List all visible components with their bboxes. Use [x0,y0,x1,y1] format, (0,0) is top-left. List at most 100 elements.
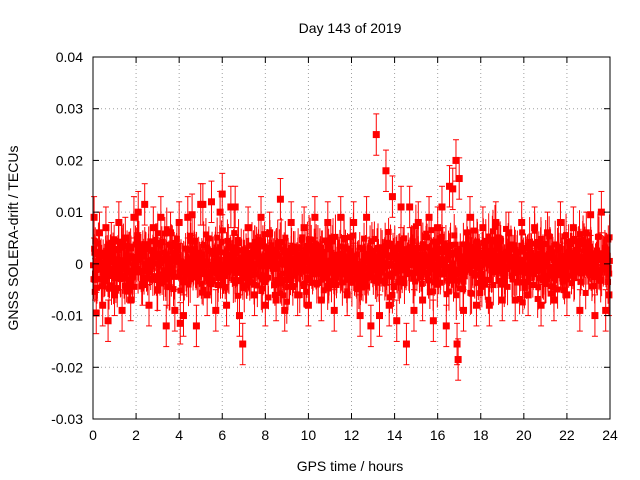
data-point [323,238,330,245]
data-point [254,282,261,289]
data-point [491,223,498,230]
data-point [171,273,178,280]
data-layer [90,113,613,381]
data-point [504,248,511,255]
data-point [154,230,161,237]
data-point [581,258,588,265]
data-point [454,277,461,284]
data-point [485,301,493,309]
data-point [426,289,433,296]
data-point [134,232,141,239]
data-point [587,246,594,253]
data-point [425,269,432,276]
data-point [318,244,325,251]
data-point [518,242,525,249]
data-point [271,291,278,298]
data-point [297,266,304,273]
data-point [168,264,175,271]
data-point [547,290,554,297]
data-point [372,266,379,273]
data-point [199,200,207,208]
data-point [605,278,612,285]
data-point [95,240,102,247]
data-point [308,242,315,249]
data-point [199,289,206,296]
data-point [414,244,421,251]
data-point [179,312,187,320]
data-point [563,267,570,274]
y-tick-label: 0.04 [56,49,83,65]
data-point [598,277,605,284]
data-point [134,208,142,216]
data-point [214,234,221,241]
data-point [304,301,312,309]
data-point [394,261,401,268]
data-point [248,272,255,279]
data-point [453,292,460,299]
data-point [320,287,327,294]
data-point [561,287,568,294]
data-point [234,247,241,254]
data-point [259,237,266,244]
data-point [205,235,212,242]
data-point [124,267,131,274]
data-point [372,131,380,139]
data-point [535,275,542,282]
data-point [114,246,121,253]
data-point [161,230,168,237]
data-point [133,236,140,243]
data-point [111,236,118,243]
data-point [496,245,503,252]
data-point [272,296,280,304]
data-point [102,278,109,285]
data-point [218,190,226,198]
data-point [540,258,547,265]
data-point [336,260,343,267]
y-tick-label: -0.02 [51,359,83,375]
data-point [425,244,432,251]
data-point [321,274,328,281]
data-point [382,167,390,175]
data-point [511,270,518,277]
data-point [216,208,224,216]
data-point [130,262,137,269]
data-point [217,282,224,289]
data-point [200,241,207,248]
data-point [291,248,298,255]
data-point [566,252,573,259]
data-point [303,274,310,281]
data-point [524,291,532,299]
data-point [356,244,363,251]
data-point [570,253,577,260]
data-point [332,233,339,240]
data-point [92,238,99,245]
data-point [114,285,121,292]
data-point [354,251,361,258]
data-point [363,283,370,290]
data-point [157,213,165,221]
data-point [115,218,123,226]
data-point [275,277,282,284]
data-point [538,241,545,248]
data-point [498,296,506,304]
data-point [595,233,602,240]
x-tick-label: 20 [516,427,532,443]
data-point [346,262,353,269]
data-point [337,213,345,221]
data-point [463,229,470,236]
data-point [239,340,247,348]
data-point [505,229,513,237]
data-point [162,269,169,276]
data-point [435,249,442,256]
data-point [276,272,283,279]
data-point [382,277,389,284]
data-point [423,259,430,266]
x-tick-label: 0 [89,427,97,443]
data-point [344,245,351,252]
data-point [304,242,311,249]
data-point [266,229,274,237]
data-point [358,284,365,291]
data-point [511,296,519,304]
data-point [520,256,527,263]
data-point [303,251,310,258]
